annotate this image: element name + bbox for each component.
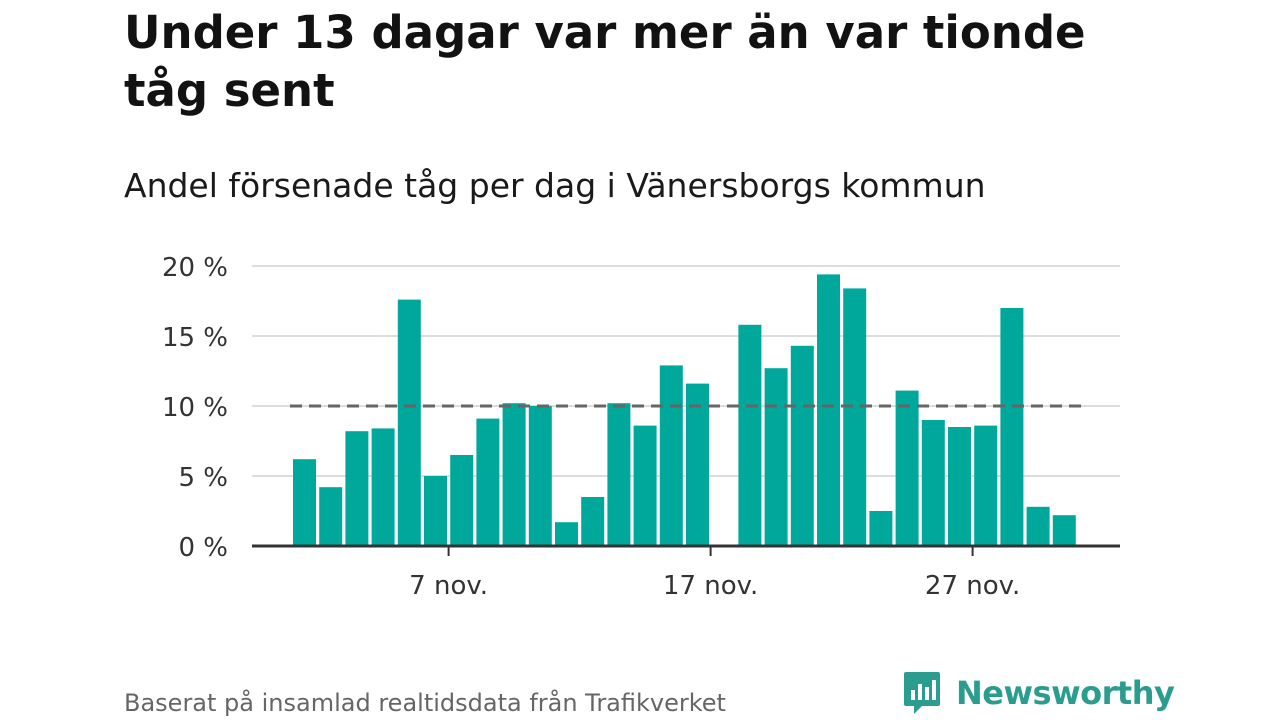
bar xyxy=(1000,308,1024,546)
bar xyxy=(581,497,605,546)
bar xyxy=(319,487,343,546)
bar xyxy=(1026,506,1050,546)
chart-subtitle: Andel försenade tåg per dag i Vänersborg… xyxy=(124,166,986,205)
bar xyxy=(450,455,474,546)
bar xyxy=(974,425,998,546)
brand-name: Newsworthy xyxy=(956,674,1175,712)
bar xyxy=(895,390,919,546)
source-note: Baserat på insamlad realtidsdata från Tr… xyxy=(124,689,726,717)
brand: Newsworthy xyxy=(902,670,1175,716)
y-tick-label: 10 % xyxy=(162,393,228,423)
newsworthy-logo-icon xyxy=(904,672,940,714)
bar xyxy=(764,368,788,546)
y-tick-label: 5 % xyxy=(178,463,228,493)
bar xyxy=(948,427,971,546)
bar xyxy=(633,425,657,546)
x-tick-label: 17 nov. xyxy=(663,571,758,601)
bar xyxy=(1052,515,1076,546)
y-tick-label: 20 % xyxy=(162,253,228,283)
bar xyxy=(686,383,709,546)
bar xyxy=(738,324,762,546)
x-tick-label: 27 nov. xyxy=(925,571,1020,601)
x-tick-label: 7 nov. xyxy=(409,571,488,601)
y-tick-label: 0 % xyxy=(178,533,228,563)
bar xyxy=(790,345,814,546)
axes: 0 % 5 % 10 % 15 % 20 % 7 nov. 17 nov. 27 nov. xyxy=(162,253,1120,601)
bar xyxy=(528,406,552,546)
chart-title: Under 13 dagar var mer än var tionde tåg… xyxy=(124,6,1086,117)
bar xyxy=(843,288,867,546)
bar xyxy=(607,403,631,546)
bar xyxy=(476,418,500,546)
bar xyxy=(817,274,840,546)
bar xyxy=(921,420,945,546)
bar xyxy=(502,403,526,546)
bar xyxy=(371,428,395,546)
bar xyxy=(555,522,578,546)
bars xyxy=(293,274,1076,546)
bar xyxy=(424,476,447,546)
bar xyxy=(397,299,421,546)
bar xyxy=(659,365,683,546)
bar xyxy=(293,459,316,546)
bar xyxy=(869,511,893,546)
bar xyxy=(345,431,369,546)
y-tick-label: 15 % xyxy=(162,323,228,353)
